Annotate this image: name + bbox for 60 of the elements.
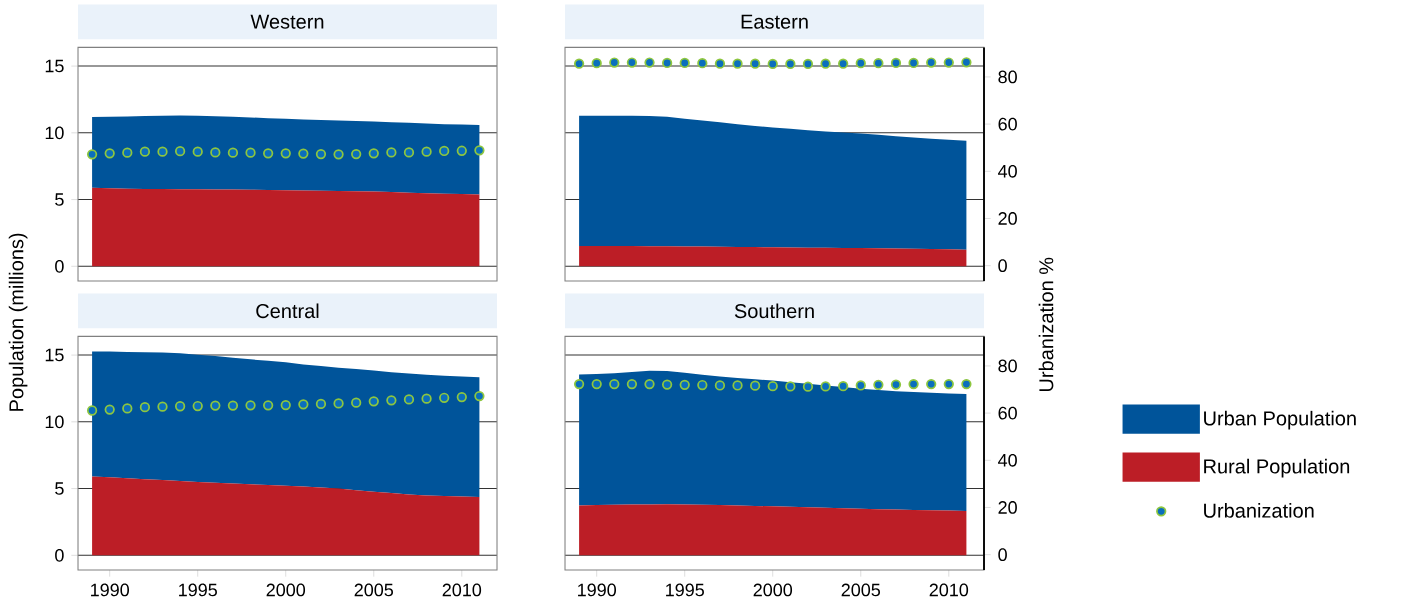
point bbox=[386, 395, 397, 406]
point bbox=[298, 399, 309, 410]
x-tick-label: 2000 bbox=[266, 583, 306, 597]
legend-label: Urban Population bbox=[1204, 410, 1356, 430]
point bbox=[139, 402, 151, 413]
point bbox=[456, 391, 467, 403]
point bbox=[351, 397, 362, 408]
y-tick-label: 0 bbox=[55, 259, 64, 273]
legend-label: Rural Population bbox=[1204, 458, 1350, 478]
x-tick-label: 1995 bbox=[666, 583, 704, 597]
x-tick-label: 1990 bbox=[91, 583, 129, 597]
point bbox=[474, 390, 485, 402]
y2-tick-label: 20 bbox=[998, 212, 1017, 225]
point bbox=[157, 401, 168, 412]
point bbox=[439, 392, 450, 403]
point bbox=[86, 405, 98, 416]
point bbox=[104, 404, 115, 415]
x-tick-label: 2010 bbox=[442, 583, 482, 597]
y2-tick-label: 0 bbox=[998, 259, 1007, 273]
point bbox=[210, 400, 221, 411]
chart-title: Eastern bbox=[741, 14, 808, 29]
y2-tick-label: 40 bbox=[998, 164, 1017, 178]
x-tick-label: 1995 bbox=[179, 583, 217, 597]
legend-label: Urbanization bbox=[1204, 503, 1314, 518]
point bbox=[368, 396, 379, 407]
chart-title: Western bbox=[250, 14, 324, 29]
y-tick-label: 5 bbox=[55, 482, 64, 495]
y2-tick-label: 60 bbox=[998, 117, 1017, 131]
y2-tick-label: 0 bbox=[998, 548, 1007, 562]
y-tick-label: 15 bbox=[45, 59, 64, 73]
y2-tick-label: 20 bbox=[998, 501, 1017, 514]
chart-title: Central bbox=[256, 303, 319, 319]
point bbox=[227, 400, 239, 411]
point bbox=[122, 403, 133, 414]
point bbox=[245, 400, 256, 411]
point bbox=[315, 398, 327, 410]
y-tick-label: 15 bbox=[45, 348, 64, 362]
chart-title: Southern bbox=[734, 303, 814, 319]
point bbox=[421, 393, 432, 404]
y-tick-label: 5 bbox=[55, 193, 64, 206]
y-tick-label: 10 bbox=[45, 126, 64, 140]
y2-axis-title: Urbanization % bbox=[1038, 257, 1054, 391]
x-tick-label: 2005 bbox=[354, 583, 394, 597]
point bbox=[403, 394, 415, 405]
y2-tick-label: 80 bbox=[998, 70, 1017, 84]
y-tick-label: 10 bbox=[45, 415, 64, 429]
y-axis-title: Population (millions) bbox=[8, 233, 28, 411]
point bbox=[333, 398, 344, 409]
x-tick-label: 2010 bbox=[929, 583, 969, 597]
x-tick-label: 2005 bbox=[841, 583, 881, 597]
y-tick-label: 0 bbox=[55, 548, 64, 562]
x-tick-label: 2000 bbox=[753, 583, 793, 597]
point bbox=[280, 399, 291, 411]
y2-tick-label: 80 bbox=[998, 359, 1017, 373]
x-tick-label: 1990 bbox=[578, 583, 617, 597]
y2-tick-label: 40 bbox=[998, 453, 1017, 467]
y2-tick-label: 60 bbox=[998, 406, 1017, 420]
point bbox=[174, 401, 186, 412]
point bbox=[192, 400, 203, 412]
point bbox=[263, 400, 274, 411]
